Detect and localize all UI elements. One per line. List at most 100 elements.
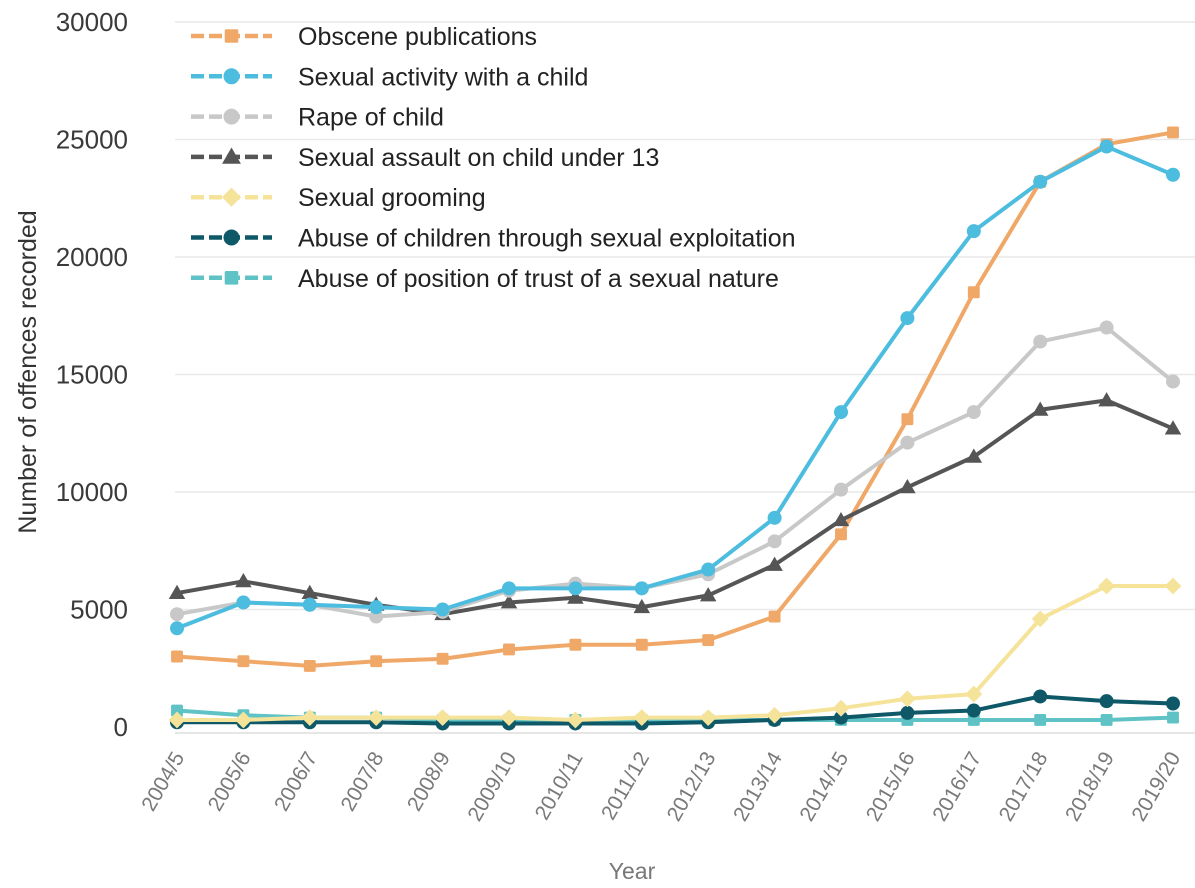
legend-item: Obscene publications <box>191 23 537 51</box>
data-point <box>702 634 715 646</box>
data-point <box>301 584 319 600</box>
series-1 <box>170 139 1180 636</box>
data-point <box>434 709 451 726</box>
data-point <box>1033 334 1048 349</box>
data-point <box>768 610 781 623</box>
y-tick-label: 0 <box>114 712 128 742</box>
data-point <box>170 607 184 622</box>
data-point <box>767 534 782 549</box>
data-point <box>1166 374 1180 389</box>
data-point <box>966 703 981 718</box>
x-tick-label: 2005/6 <box>204 748 256 815</box>
data-point <box>503 643 515 656</box>
data-point <box>500 709 518 726</box>
x-tick-label: 2004/5 <box>137 748 189 815</box>
legend-item: Abuse of position of trust of a sexual n… <box>191 265 779 293</box>
series-line <box>175 398 1175 617</box>
legend-marker <box>223 68 240 85</box>
legend-item: Sexual grooming <box>191 184 486 212</box>
data-point <box>967 714 980 726</box>
x-tick-label: 2011/12 <box>597 748 654 824</box>
legend-item: Abuse of children through sexual exploit… <box>191 225 796 253</box>
y-tick-label: 15000 <box>56 360 128 390</box>
x-tick-label: 2018/19 <box>1061 748 1119 825</box>
data-point <box>966 224 981 239</box>
data-point <box>370 655 383 668</box>
legend-item: Sexual assault on child under 13 <box>191 144 659 172</box>
legend-marker <box>223 229 240 246</box>
data-point <box>168 711 186 729</box>
series-5 <box>170 689 1180 731</box>
series-line <box>175 325 1175 619</box>
y-tick-label: 25000 <box>56 125 128 155</box>
data-point <box>1166 167 1180 182</box>
series-line <box>175 694 1175 726</box>
data-point <box>567 589 584 604</box>
legend-marker <box>222 147 241 164</box>
x-tick-label: 2017/18 <box>995 748 1053 825</box>
legend: Obscene publications Sexual activity with… <box>191 23 796 293</box>
legend-label: Obscene publications <box>298 23 537 51</box>
data-point <box>367 709 385 726</box>
data-point <box>699 587 717 602</box>
series-line <box>175 584 1175 722</box>
series-3 <box>168 392 1182 621</box>
data-point <box>301 709 319 726</box>
x-tick-label: 2014/15 <box>795 748 853 825</box>
data-point <box>766 556 783 571</box>
data-point <box>435 602 450 617</box>
series-line <box>175 144 1175 631</box>
legend-item: Sexual activity with a child <box>191 63 588 91</box>
data-point <box>1100 714 1113 726</box>
data-point <box>766 706 783 724</box>
data-point <box>1164 420 1182 435</box>
x-tick-label: 2006/7 <box>270 748 322 815</box>
data-point <box>1167 126 1179 139</box>
x-tick-label: 2019/20 <box>1127 748 1185 825</box>
x-axis-title: Year <box>609 858 656 884</box>
legend-marker <box>223 108 240 125</box>
data-point <box>171 650 183 663</box>
data-point <box>302 597 317 612</box>
gridlines <box>175 21 1195 734</box>
y-axis-title: Number of offences recorded <box>14 210 42 533</box>
data-point <box>1031 401 1049 416</box>
legend-marker <box>221 187 242 207</box>
data-point <box>832 511 850 527</box>
data-point <box>568 581 583 596</box>
legend-label: Rape of child <box>298 104 444 132</box>
data-point <box>832 699 850 717</box>
data-point <box>834 482 848 497</box>
data-point <box>635 638 648 651</box>
data-point <box>767 510 782 525</box>
data-point <box>168 584 186 600</box>
data-point <box>699 709 717 726</box>
data-point <box>502 581 516 596</box>
data-point <box>1033 174 1048 189</box>
data-point <box>966 405 981 420</box>
data-point <box>569 638 582 651</box>
data-point <box>634 581 649 596</box>
data-point <box>1167 711 1179 724</box>
data-point <box>1166 696 1180 711</box>
data-point <box>1098 577 1115 595</box>
data-point <box>369 600 384 615</box>
legend-label: Sexual assault on child under 13 <box>298 144 659 172</box>
data-point <box>1034 714 1047 726</box>
data-point <box>1099 694 1114 709</box>
x-tick-label: 2016/17 <box>928 748 986 825</box>
x-tick-label: 2015/16 <box>862 748 920 825</box>
legend-label: Sexual activity with a child <box>298 63 588 91</box>
data-point <box>567 711 584 729</box>
data-point <box>436 652 449 665</box>
data-point <box>834 405 848 420</box>
data-point <box>900 705 915 720</box>
data-point <box>1099 139 1114 154</box>
x-tick-label: 2008/9 <box>403 748 455 815</box>
data-point <box>965 685 983 703</box>
data-point <box>899 479 916 494</box>
series-4 <box>168 577 1182 729</box>
data-point <box>633 598 651 614</box>
data-point <box>303 659 316 672</box>
